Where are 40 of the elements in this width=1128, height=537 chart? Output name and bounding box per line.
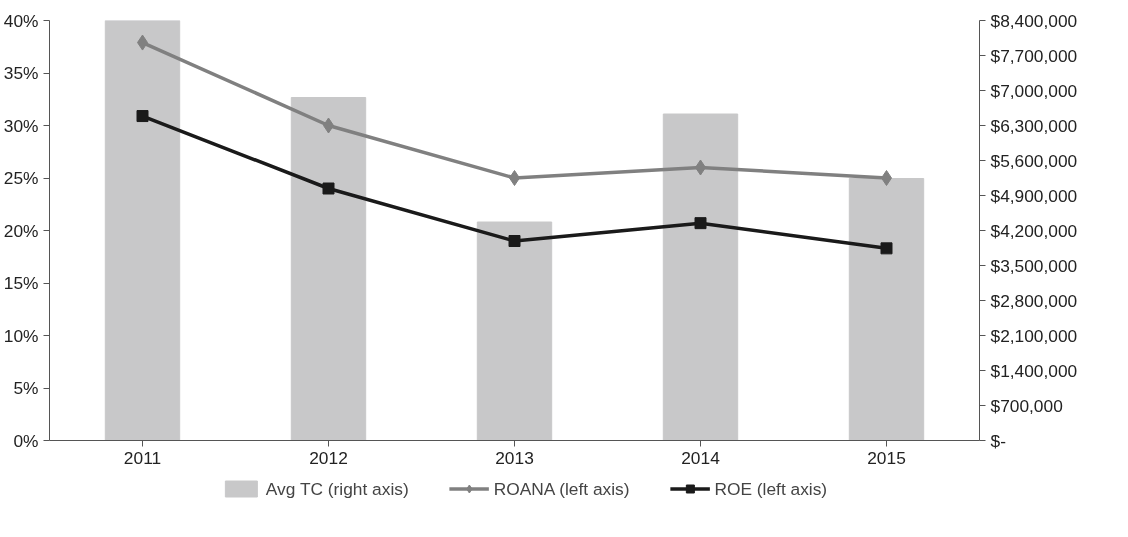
- y-tick-label: 35%: [3, 63, 39, 83]
- y2-tick-label: $2,800,000: [990, 290, 1078, 311]
- y-tick-label: 30%: [3, 115, 39, 136]
- x-tick-label: 2015: [867, 447, 906, 468]
- y-tick-label: 0%: [13, 430, 39, 451]
- legend-label: Avg TC (right axis): [265, 478, 409, 499]
- bar: [848, 178, 925, 441]
- point: [136, 110, 149, 123]
- legend-label: ROE (left axis): [714, 478, 828, 499]
- bar: [290, 97, 367, 441]
- point: [508, 235, 521, 247]
- y2-tick-label: $700,000: [990, 395, 1063, 416]
- y-tick-label: 15%: [3, 273, 39, 293]
- x-tick-label: 2014: [681, 447, 721, 468]
- y-tick-label: 10%: [3, 325, 39, 346]
- y2-tick-label: $8,400,000: [990, 10, 1078, 31]
- point: [880, 242, 893, 255]
- bar: [476, 221, 553, 441]
- y2-tick-label: $7,700,000: [990, 45, 1078, 66]
- y2-tick-label: $2,100,000: [990, 325, 1078, 346]
- legend-label: ROANA (left axis): [493, 478, 630, 499]
- point: [694, 217, 707, 230]
- y2-tick-label: $5,600,000: [990, 150, 1078, 171]
- x-tick-label: 2013: [495, 447, 534, 468]
- y-tick-label: 5%: [13, 378, 39, 398]
- y2-tick-label: $4,900,000: [990, 185, 1078, 206]
- bar: [662, 113, 739, 441]
- bar: [104, 20, 181, 441]
- y-tick-label: 40%: [3, 10, 39, 31]
- y-tick-label: 25%: [3, 168, 39, 188]
- point: [322, 182, 335, 195]
- x-tick-label: 2012: [309, 447, 348, 468]
- y2-tick-label: $-: [990, 430, 1006, 451]
- y2-tick-label: $3,500,000: [990, 255, 1078, 276]
- y2-tick-label: $6,300,000: [990, 115, 1078, 136]
- x-tick-label: 2011: [123, 447, 162, 468]
- y2-tick-label: $7,000,000: [990, 80, 1078, 101]
- y2-tick-label: $1,400,000: [990, 360, 1078, 381]
- y2-tick-label: $4,200,000: [990, 220, 1078, 241]
- y-tick-label: 20%: [3, 220, 39, 241]
